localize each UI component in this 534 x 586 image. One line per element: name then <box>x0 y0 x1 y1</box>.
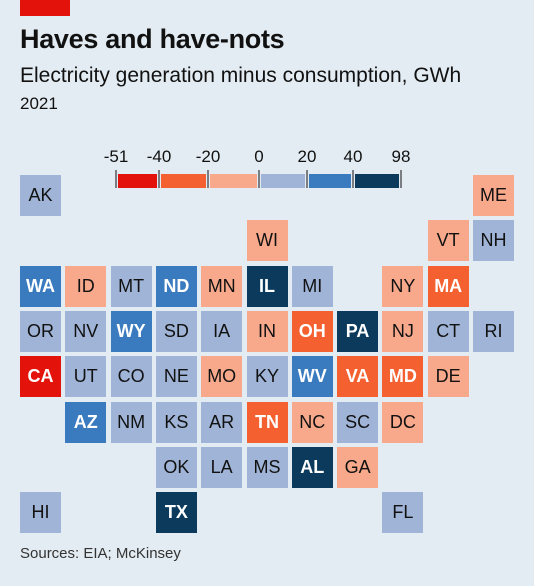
state-tile-ar: AR <box>201 401 243 443</box>
state-tile-mt: MT <box>110 265 152 307</box>
state-tile-wv: WV <box>291 356 333 398</box>
state-tile-az: AZ <box>65 401 107 443</box>
state-tile-sd: SD <box>155 310 197 352</box>
state-tile-ok: OK <box>155 446 197 488</box>
state-tile-ne: NE <box>155 356 197 398</box>
state-tile-ut: UT <box>65 356 107 398</box>
brand-red-tab <box>20 0 70 16</box>
state-tile-ky: KY <box>246 356 288 398</box>
legend-tick-label: 40 <box>344 147 363 166</box>
legend-svg: -51 -40 -20 0 20 40 98 <box>104 147 411 188</box>
state-tile-ak: AK <box>20 175 61 216</box>
state-tile-dc: DC <box>382 401 424 443</box>
state-tile-nm: NM <box>110 401 152 443</box>
state-tile-id: ID <box>65 265 107 307</box>
legend-tick-label: -40 <box>147 147 172 166</box>
chart-title: Haves and have-nots <box>20 24 285 54</box>
chart-year: 2021 <box>20 94 58 113</box>
state-tile-vt: VT <box>427 220 469 262</box>
state-tile-in: IN <box>246 310 288 352</box>
state-tile-nc: NC <box>291 401 333 443</box>
legend-tick-label: -20 <box>196 147 221 166</box>
state-tile-mo: MO <box>201 356 243 398</box>
legend-tick-label: 20 <box>298 147 317 166</box>
state-tile-co: CO <box>110 356 152 398</box>
state-tile-la: LA <box>201 446 243 488</box>
state-tile-ca: CA <box>20 356 61 398</box>
state-tile-wi: WI <box>246 220 288 262</box>
legend-swatch-5 <box>355 174 399 188</box>
state-tile-me: ME <box>473 175 514 216</box>
state-tile-ks: KS <box>155 401 197 443</box>
state-tile-tn: TN <box>246 401 288 443</box>
state-tile-wy: WY <box>110 310 152 352</box>
source-note: Sources: EIA; McKinsey <box>20 545 181 562</box>
state-tile-nh: NH <box>473 220 514 262</box>
state-tile-tx: TX <box>155 492 197 534</box>
state-tile-ri: RI <box>473 310 514 352</box>
state-tile-va: VA <box>337 356 379 398</box>
state-tile-ms: MS <box>246 446 288 488</box>
state-tile-ma: MA <box>427 265 469 307</box>
state-tile-nj: NJ <box>382 310 424 352</box>
state-tile-oh: OH <box>291 310 333 352</box>
state-tile-fl: FL <box>382 492 424 534</box>
state-tile-de: DE <box>427 356 469 398</box>
legend-swatch-3 <box>261 174 305 188</box>
state-tile-pa: PA <box>337 310 379 352</box>
legend-swatch-0 <box>118 174 157 188</box>
legend-swatch-4 <box>309 174 351 188</box>
state-tile-or: OR <box>20 310 61 352</box>
state-tile-al: AL <box>291 446 333 488</box>
color-legend: -51 -40 -20 0 20 40 98 <box>0 140 534 190</box>
state-tile-md: MD <box>382 356 424 398</box>
state-tile-ny: NY <box>382 265 424 307</box>
state-tile-nv: NV <box>65 310 107 352</box>
legend-swatch-1 <box>161 174 206 188</box>
state-tile-mi: MI <box>291 265 333 307</box>
state-tile-ia: IA <box>201 310 243 352</box>
state-tile-wa: WA <box>20 265 61 307</box>
state-tile-ct: CT <box>427 310 469 352</box>
state-tile-il: IL <box>246 265 288 307</box>
chart-subtitle: Electricity generation minus consumption… <box>20 64 462 87</box>
state-tile-ga: GA <box>337 446 379 488</box>
legend-tick-label: -51 <box>104 147 129 166</box>
state-tile-hi: HI <box>20 492 61 534</box>
state-tile-sc: SC <box>337 401 379 443</box>
legend-swatch-2 <box>210 174 257 188</box>
state-tile-nd: ND <box>155 265 197 307</box>
state-tile-mn: MN <box>201 265 243 307</box>
legend-tick-label: 0 <box>254 147 263 166</box>
legend-tick-label: 98 <box>392 147 411 166</box>
